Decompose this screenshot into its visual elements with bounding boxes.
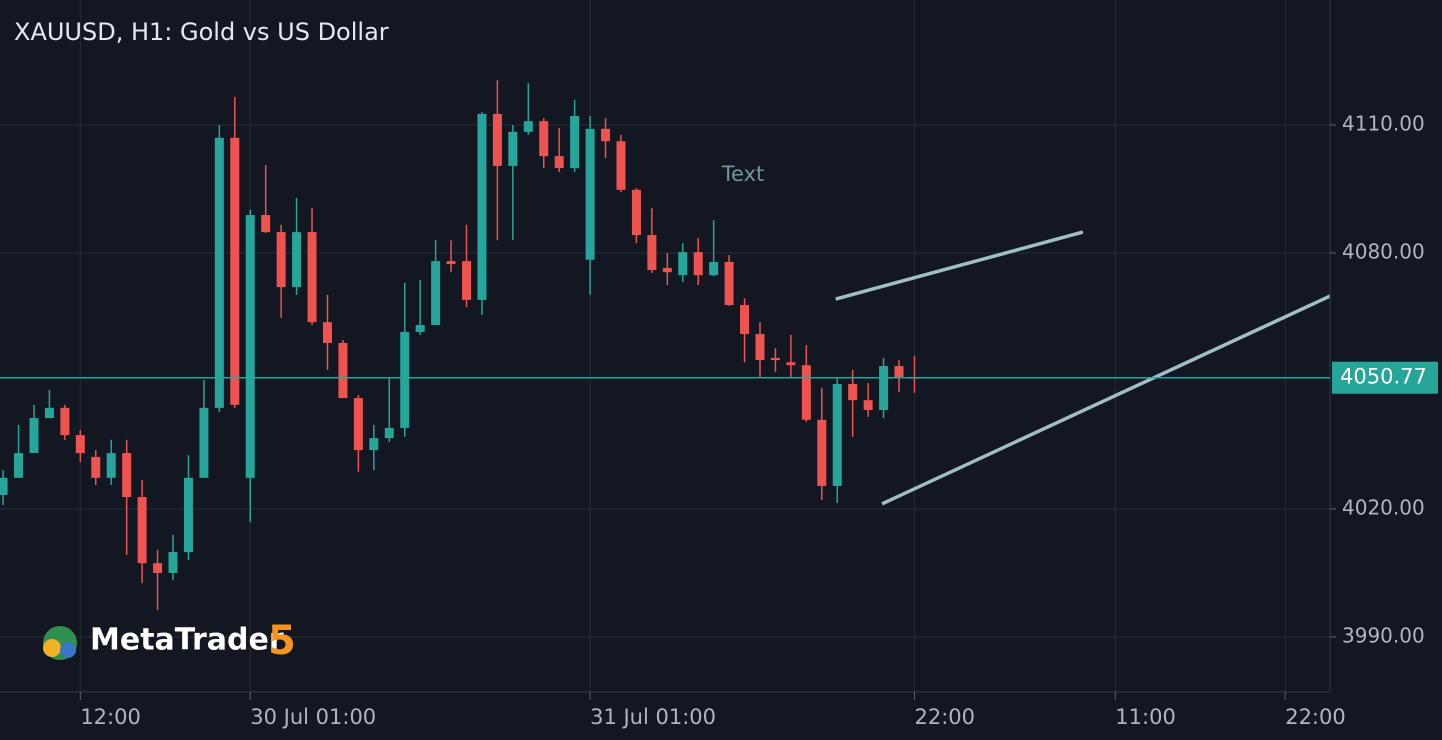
candle-body bbox=[879, 366, 889, 410]
trend-line bbox=[881, 294, 1331, 506]
x-tick-label: 11:00 bbox=[1115, 705, 1176, 729]
x-tick-label: 31 Jul 01:00 bbox=[590, 705, 716, 729]
y-tick-label: 3990.00 bbox=[1342, 623, 1425, 647]
y-tick-label: 4080.00 bbox=[1342, 239, 1425, 263]
logo-icon bbox=[60, 642, 76, 658]
y-tick-label: 4110.00 bbox=[1342, 112, 1425, 136]
candle-body bbox=[554, 156, 564, 169]
candle-body bbox=[709, 261, 719, 276]
candle-body bbox=[770, 357, 780, 361]
y-tick-label: 4020.00 bbox=[1342, 495, 1425, 519]
logo: MetaTrader 5 bbox=[43, 618, 296, 664]
candle-body bbox=[214, 137, 224, 408]
candle-body bbox=[662, 267, 672, 273]
candle-body bbox=[322, 322, 332, 344]
candle-body bbox=[0, 477, 8, 495]
candle-body bbox=[353, 398, 363, 451]
candle-body bbox=[29, 418, 39, 454]
logo-version: 5 bbox=[268, 618, 296, 664]
chart-title: XAUUSD, H1: Gold vs US Dollar bbox=[14, 18, 389, 46]
candle-body bbox=[230, 137, 240, 405]
candle-body bbox=[863, 400, 873, 410]
candle-body bbox=[338, 343, 348, 399]
x-tick-label: 22:00 bbox=[1285, 705, 1346, 729]
logo-name: MetaTrader bbox=[90, 623, 284, 658]
candle-body bbox=[755, 334, 765, 361]
candle-body bbox=[492, 113, 502, 166]
last-price-label: 4050.77 bbox=[1340, 365, 1427, 389]
candle-body bbox=[276, 232, 286, 288]
x-tick-label: 22:00 bbox=[914, 705, 975, 729]
candle-body bbox=[307, 232, 317, 323]
candle-body bbox=[508, 131, 518, 166]
candle-body bbox=[724, 261, 734, 306]
candle-body bbox=[647, 235, 657, 271]
candle-body bbox=[817, 419, 827, 486]
candle-body bbox=[848, 383, 858, 401]
trend-line bbox=[835, 230, 1084, 301]
candle-body bbox=[415, 325, 425, 332]
candle-body bbox=[446, 261, 456, 265]
candle-body bbox=[631, 189, 641, 236]
candle-body bbox=[75, 435, 85, 454]
candle-body bbox=[462, 261, 472, 300]
candle-body bbox=[894, 366, 904, 378]
last-price-box bbox=[1332, 361, 1438, 394]
candle-body bbox=[400, 331, 410, 428]
candle-body bbox=[91, 456, 101, 478]
candle-body bbox=[539, 121, 549, 157]
x-tick-label: 12:00 bbox=[80, 705, 141, 729]
candle-body bbox=[740, 305, 750, 335]
candle-body bbox=[585, 128, 595, 260]
candle-body bbox=[44, 407, 54, 419]
annotation: Text bbox=[721, 162, 764, 186]
candle-body bbox=[601, 128, 611, 142]
candle-body bbox=[245, 215, 255, 478]
candle-body bbox=[292, 232, 302, 288]
candle-body bbox=[477, 113, 487, 300]
candle-body bbox=[153, 563, 163, 573]
candle-body bbox=[106, 453, 116, 478]
candle-body bbox=[570, 116, 580, 169]
candle-body bbox=[199, 407, 209, 478]
candle-body bbox=[523, 121, 533, 132]
candle-body bbox=[183, 477, 193, 553]
candle-body bbox=[431, 261, 441, 326]
candle-body bbox=[832, 383, 842, 486]
candle-body bbox=[137, 497, 147, 564]
candle-body bbox=[369, 438, 379, 451]
candle-body bbox=[616, 141, 626, 190]
candle-body bbox=[786, 362, 796, 366]
candle-body bbox=[60, 407, 70, 436]
logo-icon bbox=[43, 639, 61, 657]
candle-body bbox=[261, 215, 271, 233]
candle-body bbox=[678, 252, 688, 276]
candle-body bbox=[384, 427, 394, 439]
candle-body bbox=[168, 552, 178, 573]
x-tick-label: 30 Jul 01:00 bbox=[250, 705, 376, 729]
candle-body bbox=[693, 252, 703, 276]
candle-body bbox=[14, 453, 24, 478]
candle-body bbox=[801, 365, 811, 420]
candle-body bbox=[122, 453, 132, 498]
